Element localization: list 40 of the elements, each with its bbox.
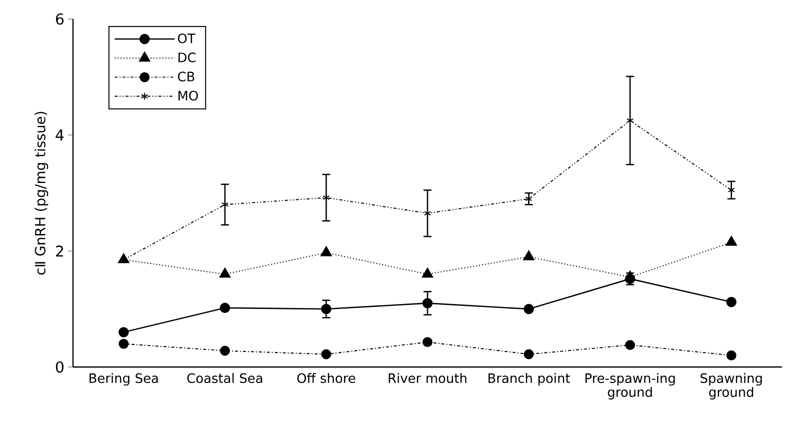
point — [726, 236, 738, 246]
point — [118, 338, 129, 349]
point — [524, 304, 534, 314]
x-tick-label: Bering Sea — [90, 373, 158, 386]
point — [422, 268, 434, 278]
point — [320, 246, 332, 256]
legend-label: MO — [178, 90, 198, 101]
x-tick-label: Spawning ground — [700, 373, 762, 400]
point — [625, 340, 636, 350]
point — [726, 350, 736, 360]
point — [626, 116, 634, 124]
point — [525, 194, 532, 203]
x-tick-label: River mouth — [388, 373, 466, 384]
point — [322, 194, 330, 202]
point — [422, 298, 433, 308]
point — [524, 349, 534, 360]
x-tick-label: Branch point — [488, 373, 570, 386]
point — [321, 304, 332, 314]
legend-label: DC — [178, 52, 196, 62]
point — [118, 327, 129, 338]
y-tick-label: 6 — [56, 13, 64, 25]
point — [220, 302, 230, 313]
point — [219, 268, 231, 278]
y-tick-label: 2 — [56, 245, 63, 257]
point — [220, 346, 230, 356]
x-tick-label: Pre-spawn-ing ground — [586, 373, 675, 400]
legend-label: CB — [178, 72, 194, 82]
point — [422, 337, 432, 348]
point — [321, 349, 332, 360]
point — [726, 296, 736, 308]
point — [221, 200, 228, 209]
point — [728, 186, 735, 194]
x-tick-label: Off shore — [297, 373, 356, 384]
point — [624, 270, 636, 281]
y-tick-label: 4 — [56, 130, 64, 140]
y-tick-label: 0 — [56, 361, 64, 373]
point — [523, 250, 534, 260]
x-tick-label: Coastal Sea — [187, 373, 262, 384]
legend-label: OT — [178, 33, 196, 44]
y-axis-title: cⅡ GnRH (pg/mg tissue) — [34, 112, 48, 275]
